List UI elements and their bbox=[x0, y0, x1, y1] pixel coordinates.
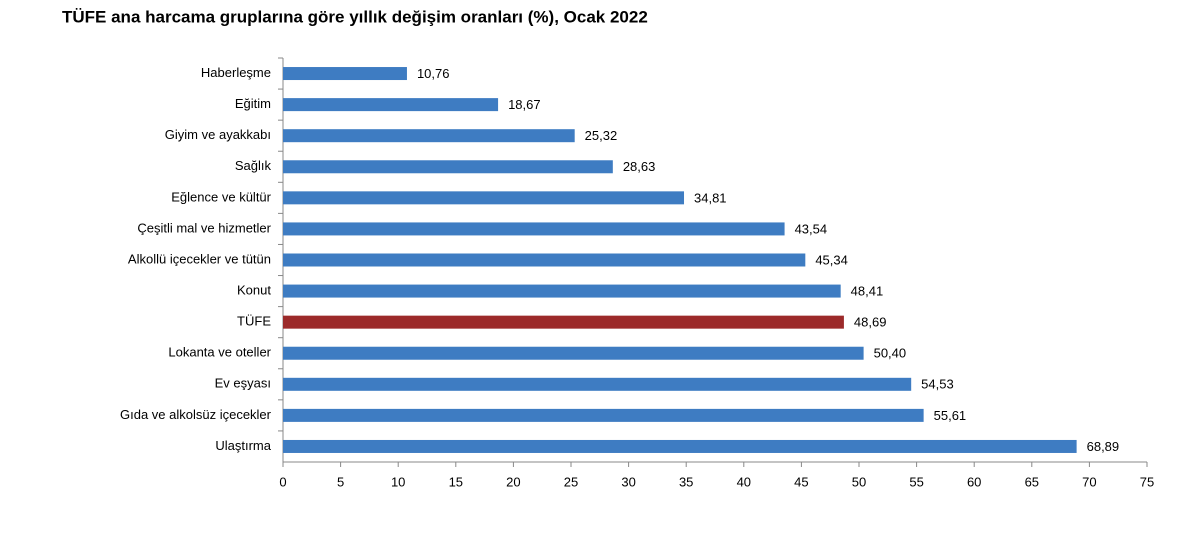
y-tick-label: Lokanta ve oteller bbox=[168, 345, 271, 360]
bar bbox=[283, 67, 407, 81]
bar bbox=[283, 377, 912, 391]
bar bbox=[283, 160, 613, 174]
x-tick-label: 50 bbox=[852, 474, 866, 489]
y-tick-label: Giyim ve ayakkabı bbox=[165, 127, 271, 142]
value-label: 18,67 bbox=[508, 97, 541, 112]
value-label: 55,61 bbox=[934, 408, 967, 423]
y-tick-label: Sağlık bbox=[235, 158, 272, 173]
y-tick-label: Çeşitli mal ve hizmetler bbox=[137, 220, 271, 235]
y-tick-label: TÜFE bbox=[237, 314, 271, 329]
value-label: 10,76 bbox=[417, 66, 450, 81]
value-label: 45,34 bbox=[815, 252, 848, 267]
y-tick-label: Ulaştırma bbox=[215, 438, 271, 453]
x-tick-label: 15 bbox=[449, 474, 463, 489]
value-label: 50,40 bbox=[874, 346, 907, 361]
bar bbox=[283, 408, 924, 422]
bar bbox=[283, 315, 844, 329]
chart-title: TÜFE ana harcama gruplarına göre yıllık … bbox=[62, 7, 648, 26]
bar bbox=[283, 98, 499, 112]
y-tick-label: Haberleşme bbox=[201, 65, 271, 80]
bar bbox=[283, 191, 685, 205]
x-tick-label: 75 bbox=[1140, 474, 1154, 489]
bar bbox=[283, 346, 864, 360]
value-label: 48,69 bbox=[854, 315, 887, 330]
value-label: 68,89 bbox=[1087, 439, 1120, 454]
y-tick-label: Gıda ve alkolsüz içecekler bbox=[120, 407, 272, 422]
x-tick-label: 45 bbox=[794, 474, 808, 489]
value-label: 43,54 bbox=[795, 221, 828, 236]
y-tick-label: Alkollü içecekler ve tütün bbox=[128, 251, 271, 266]
y-tick-label: Ev eşyası bbox=[215, 376, 271, 391]
value-label: 48,41 bbox=[851, 284, 884, 299]
x-tick-label: 10 bbox=[391, 474, 405, 489]
value-label: 34,81 bbox=[694, 190, 727, 205]
value-label: 54,53 bbox=[921, 377, 954, 392]
value-label: 25,32 bbox=[585, 128, 618, 143]
y-tick-label: Eğlence ve kültür bbox=[171, 189, 271, 204]
bar bbox=[283, 129, 575, 143]
x-tick-label: 5 bbox=[337, 474, 344, 489]
x-tick-label: 40 bbox=[737, 474, 751, 489]
y-tick-label: Eğitim bbox=[235, 96, 271, 111]
x-tick-label: 30 bbox=[621, 474, 635, 489]
x-tick-label: 0 bbox=[279, 474, 286, 489]
x-tick-label: 25 bbox=[564, 474, 578, 489]
bar bbox=[283, 284, 841, 298]
y-tick-label: Konut bbox=[237, 283, 271, 298]
x-tick-label: 20 bbox=[506, 474, 520, 489]
x-tick-label: 35 bbox=[679, 474, 693, 489]
x-tick-label: 55 bbox=[909, 474, 923, 489]
value-label: 28,63 bbox=[623, 159, 656, 174]
bar bbox=[283, 439, 1077, 453]
x-tick-label: 60 bbox=[967, 474, 981, 489]
bar bbox=[283, 222, 785, 236]
x-tick-label: 70 bbox=[1082, 474, 1096, 489]
x-tick-label: 65 bbox=[1025, 474, 1039, 489]
bar bbox=[283, 253, 806, 267]
